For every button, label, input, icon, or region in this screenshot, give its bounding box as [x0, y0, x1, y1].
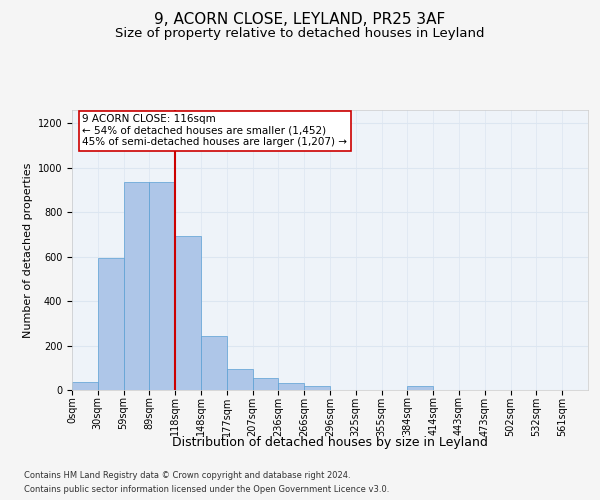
Bar — [201, 336, 227, 390]
Y-axis label: Number of detached properties: Number of detached properties — [23, 162, 34, 338]
Text: Contains HM Land Registry data © Crown copyright and database right 2024.: Contains HM Land Registry data © Crown c… — [24, 472, 350, 480]
Bar — [278, 384, 304, 390]
Bar — [72, 382, 98, 390]
Bar — [304, 386, 330, 390]
Text: 9, ACORN CLOSE, LEYLAND, PR25 3AF: 9, ACORN CLOSE, LEYLAND, PR25 3AF — [154, 12, 446, 28]
Bar — [227, 369, 253, 390]
Bar — [407, 386, 433, 390]
Bar — [253, 378, 278, 390]
Text: Contains public sector information licensed under the Open Government Licence v3: Contains public sector information licen… — [24, 484, 389, 494]
Text: 9 ACORN CLOSE: 116sqm
← 54% of detached houses are smaller (1,452)
45% of semi-d: 9 ACORN CLOSE: 116sqm ← 54% of detached … — [82, 114, 347, 148]
Text: Distribution of detached houses by size in Leyland: Distribution of detached houses by size … — [172, 436, 488, 449]
Bar — [124, 182, 149, 390]
Bar — [175, 236, 201, 390]
Text: Size of property relative to detached houses in Leyland: Size of property relative to detached ho… — [115, 28, 485, 40]
Bar — [149, 182, 175, 390]
Bar — [98, 258, 124, 390]
